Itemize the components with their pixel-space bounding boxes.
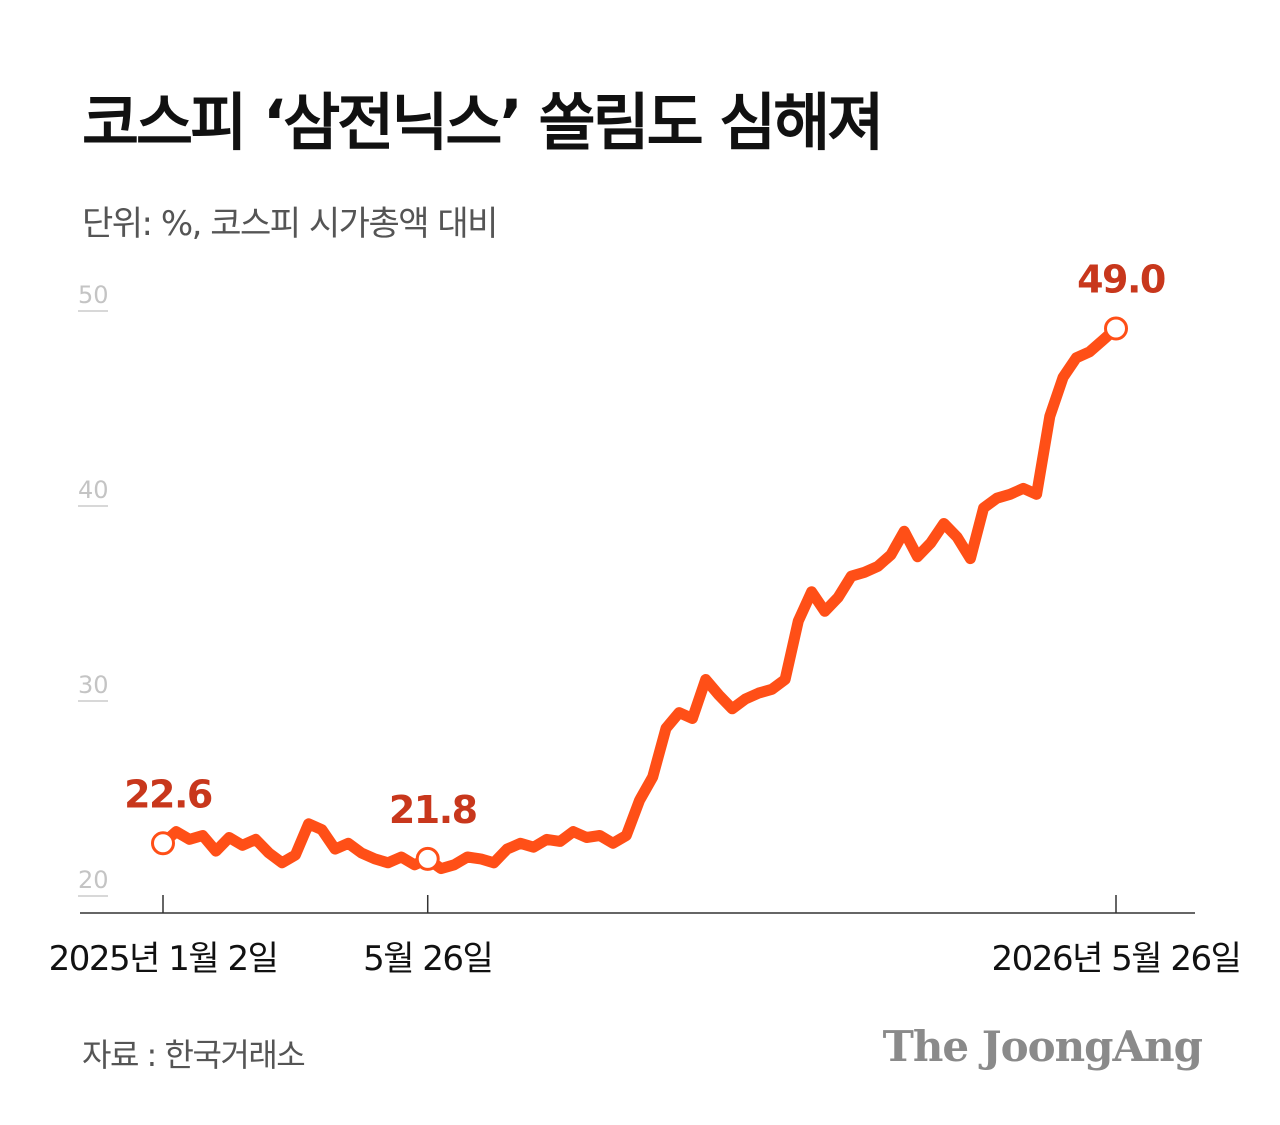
x-axis: 2025년 1월 2일 5월 26일 2026년 5월 26일 bbox=[49, 895, 1242, 979]
annotation-marker bbox=[151, 831, 175, 856]
annotation-markers: 22.6 21.8 49.0 bbox=[124, 258, 1166, 871]
y-tick-label: 40 bbox=[78, 476, 109, 504]
annotation-marker bbox=[415, 846, 440, 871]
x-tick-label: 5월 26일 bbox=[363, 939, 492, 979]
annotation-label: 21.8 bbox=[389, 788, 477, 832]
y-tick-label: 20 bbox=[78, 866, 109, 894]
brand-logo: The JoongAng bbox=[882, 1022, 1203, 1071]
annotation-label: 49.0 bbox=[1077, 258, 1165, 302]
line-chart: 20 30 40 50 2025년 1월 2일 5월 26일 2026년 5월 26일 2… bbox=[49, 258, 1242, 980]
x-tick-label: 2026년 5월 26일 bbox=[992, 939, 1241, 979]
source-note: 자료 : 한국거래소 bbox=[82, 1036, 306, 1074]
annotation-label: 22.6 bbox=[124, 772, 212, 816]
annotation-marker bbox=[1104, 316, 1128, 341]
series-line bbox=[157, 323, 1122, 875]
y-tick-label: 50 bbox=[78, 281, 109, 309]
chart-subtitle: 단위: %, 코스피 시가총액 대비 bbox=[82, 204, 498, 244]
y-axis: 20 30 40 50 bbox=[78, 281, 109, 897]
y-tick-label: 30 bbox=[78, 671, 109, 699]
x-tick-label: 2025년 1월 2일 bbox=[49, 939, 278, 979]
chart-title: 코스피 ‘삼전닉스’ 쏠림도 심해져 bbox=[82, 86, 884, 159]
